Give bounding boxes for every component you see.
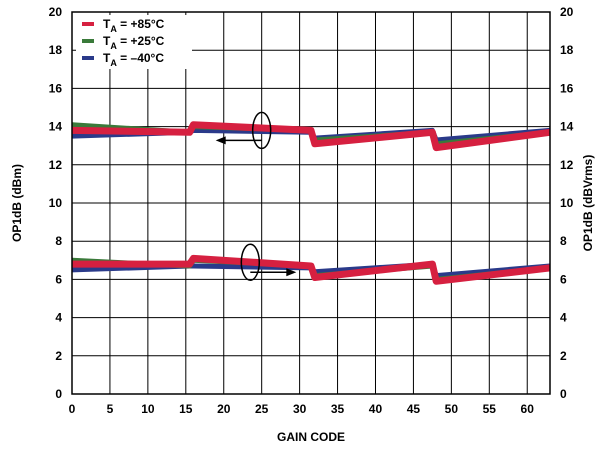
x-tick-label: 50	[445, 402, 459, 416]
plot-frame	[71, 11, 551, 395]
y-left-tick-label: 14	[49, 120, 63, 134]
grid	[72, 12, 550, 394]
y-right-tick-label: 16	[560, 81, 574, 95]
y-left-tick-label: 10	[49, 196, 63, 210]
legend-entry-label: TA = +25°C	[103, 34, 165, 51]
y-left-tick-label: 20	[49, 5, 63, 19]
legend: TA = +85°CTA = +25°CTA = –40°C	[76, 15, 192, 69]
y-right-tick-label: 14	[560, 120, 574, 134]
annotation-arrowhead	[215, 136, 226, 145]
y-left-tick-labels: 0 2 4 6 8 10 12 14 16 18 20	[49, 5, 63, 401]
y-left-tick-label: 0	[55, 387, 62, 401]
legend-entry-label: TA = –40°C	[103, 51, 164, 68]
y-right-tick-label: 20	[560, 5, 574, 19]
y-left-tick-label: 16	[49, 81, 63, 95]
y-right-tick-label: 0	[560, 387, 567, 401]
series-group	[71, 121, 551, 285]
x-tick-label: 45	[407, 402, 421, 416]
y-right-tick-label: 6	[560, 272, 567, 286]
x-tick-label: 5	[107, 402, 114, 416]
annotation-arrowhead	[286, 268, 297, 277]
x-tick-label: 15	[179, 402, 193, 416]
y-right-tick-label: 4	[560, 311, 567, 325]
y-right-tick-label: 12	[560, 158, 574, 172]
x-tick-label: 55	[483, 402, 497, 416]
y-right-tick-label: 2	[560, 349, 567, 363]
y-axis-label-right: OP1dB (dBVrms)	[581, 155, 595, 252]
y-right-tick-label: 8	[560, 234, 567, 248]
x-tick-labels: 0 5 10 15 20 25 30 35 40 45 50 55 60	[69, 402, 535, 416]
x-tick-label: 30	[293, 402, 307, 416]
y-left-tick-label: 2	[55, 349, 62, 363]
x-tick-label: 40	[369, 402, 383, 416]
x-tick-label: 20	[217, 402, 231, 416]
y-right-tick-label: 10	[560, 196, 574, 210]
legend-entry-label: TA = +85°C	[103, 17, 165, 34]
y-right-tick-labels: 0 2 4 6 8 10 12 14 16 18 20	[560, 5, 574, 401]
annotation-ellipse	[240, 243, 261, 281]
y-left-tick-label: 18	[49, 43, 63, 57]
y-axis-label-left: OP1dB (dBm)	[10, 164, 24, 242]
annotations	[215, 111, 297, 281]
annotation-ellipse	[251, 111, 272, 150]
y-left-tick-label: 4	[55, 311, 62, 325]
x-tick-label: 0	[69, 402, 76, 416]
y-left-tick-label: 6	[55, 272, 62, 286]
series-line-dBm-+85	[71, 121, 551, 152]
x-tick-label: 60	[521, 402, 535, 416]
y-left-tick-label: 8	[55, 234, 62, 248]
y-right-tick-label: 18	[560, 43, 574, 57]
legend-background	[76, 15, 192, 69]
x-tick-label: 10	[141, 402, 155, 416]
x-axis-label: GAIN CODE	[277, 430, 345, 444]
x-tick-label: 25	[255, 402, 269, 416]
series-line-dBVrms-+85	[72, 254, 551, 285]
x-tick-label: 35	[331, 402, 345, 416]
y-left-tick-label: 12	[49, 158, 63, 172]
